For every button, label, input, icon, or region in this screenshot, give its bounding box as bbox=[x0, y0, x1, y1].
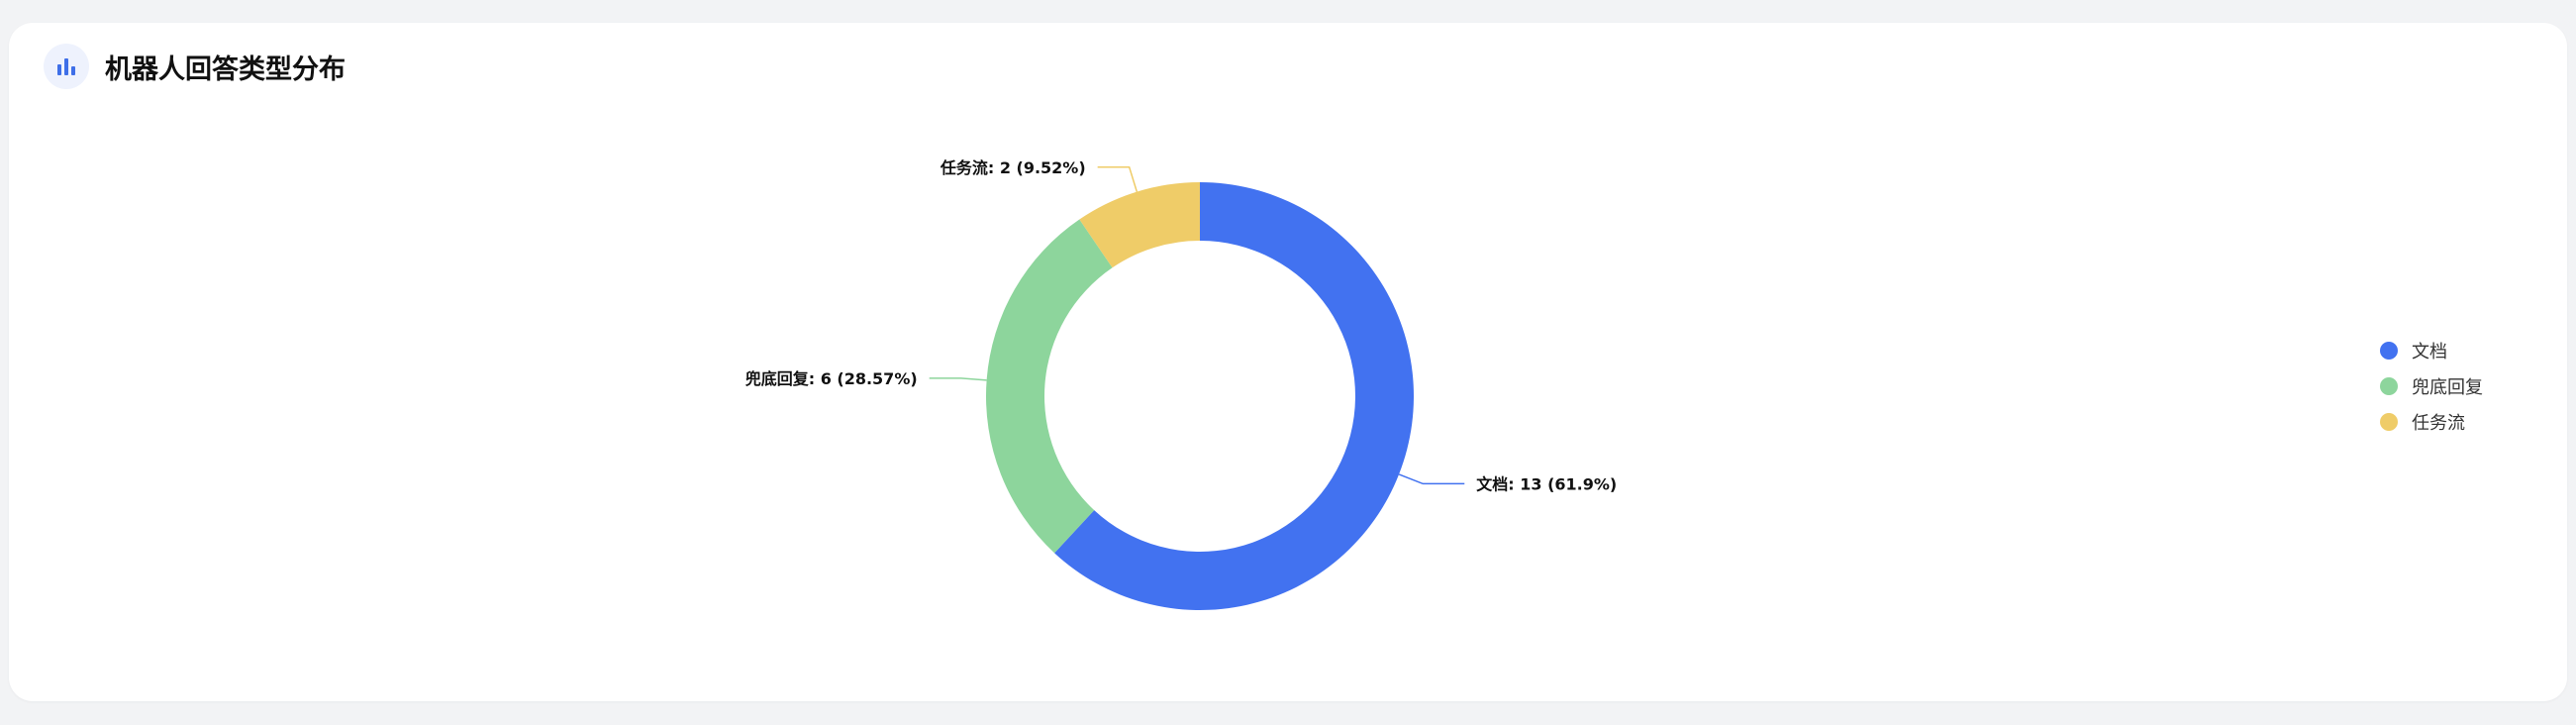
legend-swatch-doc bbox=[2380, 342, 2398, 360]
slice-fallback[interactable] bbox=[985, 219, 1113, 554]
leader-line bbox=[1097, 166, 1139, 192]
chart-legend: 文档 兜底回复 任务流 bbox=[2380, 333, 2483, 440]
legend-swatch-fallback bbox=[2380, 377, 2398, 395]
bar-chart-icon bbox=[44, 44, 89, 89]
slice-taskflow[interactable] bbox=[1079, 182, 1200, 268]
chart-header: 机器人回答类型分布 bbox=[44, 44, 346, 89]
leader-line bbox=[929, 377, 987, 381]
legend-swatch-taskflow bbox=[2380, 413, 2398, 431]
data-label-taskflow: 任务流: 2 (9.52%) bbox=[940, 158, 1086, 177]
legend-label: 任务流 bbox=[2412, 413, 2465, 434]
data-label-fallback: 兜底回复: 6 (28.57%) bbox=[745, 369, 918, 388]
legend-item-taskflow[interactable]: 任务流 bbox=[2380, 404, 2483, 440]
chart-title: 机器人回答类型分布 bbox=[105, 53, 346, 85]
legend-item-fallback[interactable]: 兜底回复 bbox=[2380, 368, 2483, 404]
leader-line bbox=[1398, 473, 1465, 485]
data-label-doc: 文档: 13 (61.9%) bbox=[1476, 474, 1617, 493]
legend-label: 文档 bbox=[2412, 342, 2447, 362]
legend-item-doc[interactable]: 文档 bbox=[2380, 333, 2483, 368]
slice-doc[interactable] bbox=[1054, 182, 1414, 610]
legend-label: 兜底回复 bbox=[2412, 377, 2483, 398]
